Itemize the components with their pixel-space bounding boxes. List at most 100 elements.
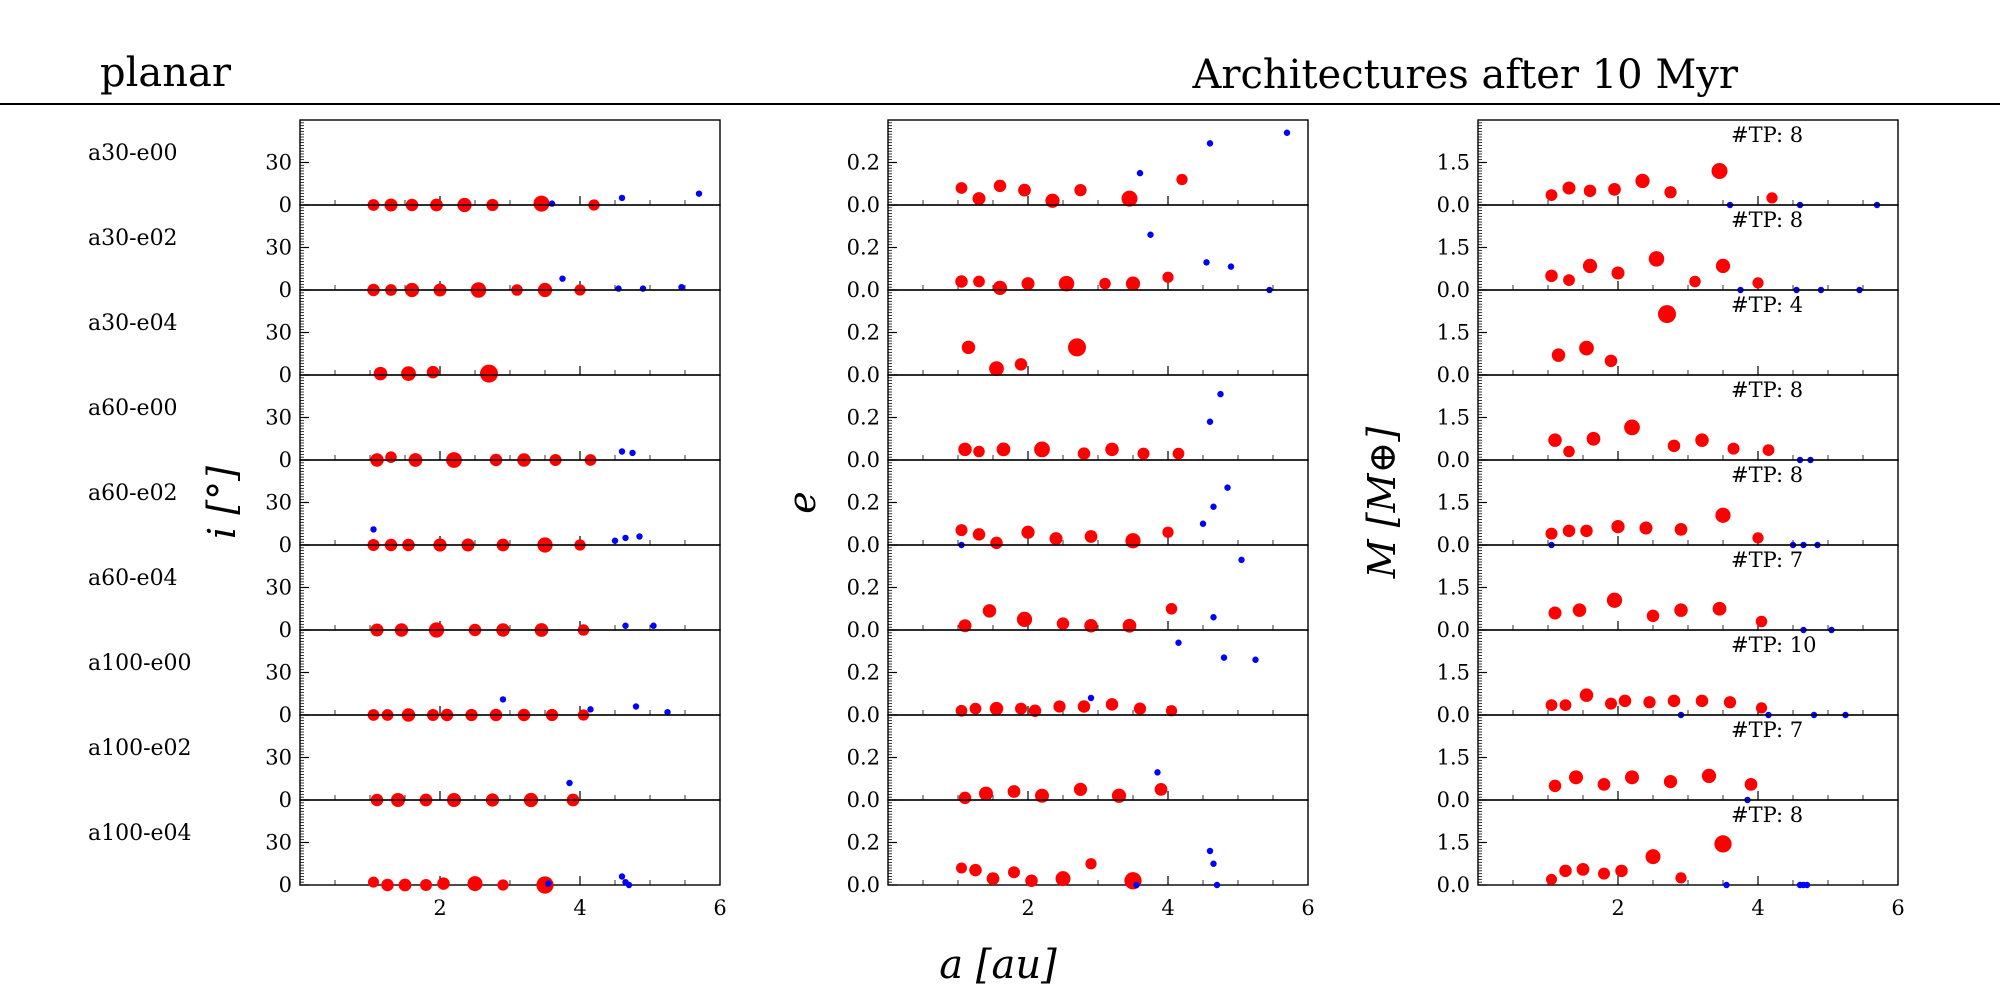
- planet-point: [1105, 698, 1119, 711]
- planet-point: [426, 365, 440, 379]
- test-particle-point: [1213, 881, 1221, 889]
- planet-point: [1008, 866, 1020, 879]
- tp-count-label: #TP: 7: [1731, 718, 1803, 742]
- planet-point: [1723, 696, 1737, 709]
- test-particle-point: [1224, 484, 1231, 491]
- planet-point: [1714, 835, 1732, 853]
- planet-point: [497, 879, 509, 891]
- y-tick-label: 0: [279, 703, 292, 727]
- x-tick-label: 2: [1611, 896, 1624, 920]
- test-particle-point: [1147, 231, 1154, 238]
- test-particle-point: [548, 200, 556, 207]
- y-tick-label: 0.0: [1437, 278, 1470, 302]
- y-tick-label: 0.0: [1437, 363, 1470, 387]
- tp-count-label: #TP: 8: [1731, 123, 1803, 147]
- test-particle-point: [1087, 694, 1095, 702]
- panel-frame: [887, 119, 1309, 206]
- planet-point: [1744, 778, 1758, 791]
- planet-point: [989, 361, 1004, 376]
- test-particle-point: [1723, 881, 1730, 889]
- planet-point: [373, 366, 388, 381]
- planet-point: [1165, 603, 1178, 615]
- planet-point: [467, 876, 483, 892]
- x-tick-label: 2: [433, 896, 446, 920]
- test-particle-point: [566, 779, 573, 787]
- test-particle-point: [636, 533, 643, 540]
- panel-frame: [1477, 799, 1899, 886]
- y-tick-label: 0.0: [847, 703, 880, 727]
- y-tick-label: 30: [265, 406, 292, 430]
- y-tick-label: 0: [279, 363, 292, 387]
- planet-point: [1018, 183, 1031, 197]
- planet-point: [993, 179, 1007, 193]
- planet-point: [972, 528, 986, 541]
- planet-point: [1154, 783, 1168, 796]
- x-tick-label: 6: [1301, 896, 1314, 920]
- planet-point: [1611, 266, 1625, 280]
- test-particle-point: [1210, 860, 1217, 867]
- panel-frame: [299, 374, 721, 461]
- planet-point: [1546, 873, 1557, 885]
- planet-point: [1583, 184, 1597, 198]
- y-tick-label: 0.0: [847, 618, 880, 642]
- test-particle-point: [618, 873, 626, 880]
- y-tick-label: 1.5: [1437, 661, 1470, 685]
- x-tick-label: 6: [1891, 896, 1904, 920]
- planet-point: [996, 442, 1011, 457]
- planet-point: [958, 619, 972, 633]
- planet-point: [1025, 874, 1038, 887]
- planet-point: [1752, 532, 1764, 544]
- planet-point: [979, 786, 993, 801]
- planet-point: [958, 442, 972, 457]
- planet-point: [1162, 271, 1174, 283]
- test-particle-point: [559, 275, 566, 282]
- planet-point: [385, 451, 397, 463]
- planet-point: [1605, 697, 1617, 710]
- planet-point: [1058, 275, 1075, 292]
- y-tick-label: 0.2: [847, 576, 880, 600]
- y-tick-label: 0.2: [847, 746, 880, 770]
- planet-point: [1021, 525, 1035, 539]
- planet-point: [1074, 184, 1087, 197]
- planet-point: [961, 340, 976, 355]
- planet-point: [1762, 444, 1775, 456]
- planet-point: [1646, 609, 1660, 623]
- planet-point: [1752, 277, 1764, 289]
- y-axis-label: M [M⊕]: [1360, 427, 1404, 580]
- panel-frame: [1477, 714, 1899, 801]
- panel-frame: [887, 289, 1309, 376]
- planet-point: [989, 701, 1004, 716]
- row-label: a60-e04: [88, 566, 178, 591]
- panel-frame: [1477, 374, 1899, 461]
- planet-point: [1545, 269, 1558, 283]
- y-tick-label: 0.2: [847, 151, 880, 175]
- planet-point: [1034, 441, 1050, 458]
- panel-frame: [887, 799, 1309, 886]
- planet-point: [1643, 696, 1656, 709]
- y-tick-label: 0.0: [847, 533, 880, 557]
- test-particle-point: [1206, 140, 1214, 147]
- y-tick-label: 0.0: [847, 873, 880, 897]
- test-particle-point: [664, 708, 671, 716]
- test-particle-point: [695, 190, 703, 197]
- y-tick-label: 0.2: [847, 321, 880, 345]
- panel-frame: [299, 204, 721, 291]
- planet-point: [1615, 864, 1628, 878]
- y-tick-label: 0.0: [1437, 193, 1470, 217]
- y-tick-label: 0.2: [847, 831, 880, 855]
- planet-point: [1645, 849, 1661, 865]
- planet-point: [1073, 782, 1088, 796]
- planet-point: [1015, 702, 1027, 715]
- planet-point: [1572, 603, 1587, 617]
- y-tick-label: 1.5: [1437, 831, 1470, 855]
- y-tick-label: 0.2: [847, 491, 880, 515]
- planet-point: [1551, 348, 1566, 362]
- row-label: a30-e02: [88, 226, 178, 251]
- planet-point: [1658, 305, 1676, 324]
- panel-frame: [299, 629, 721, 716]
- planet-point: [1133, 702, 1147, 715]
- test-particle-point: [499, 696, 507, 703]
- planet-point: [1035, 788, 1049, 803]
- row-label: a30-e00: [88, 141, 178, 166]
- y-tick-label: 30: [265, 491, 292, 515]
